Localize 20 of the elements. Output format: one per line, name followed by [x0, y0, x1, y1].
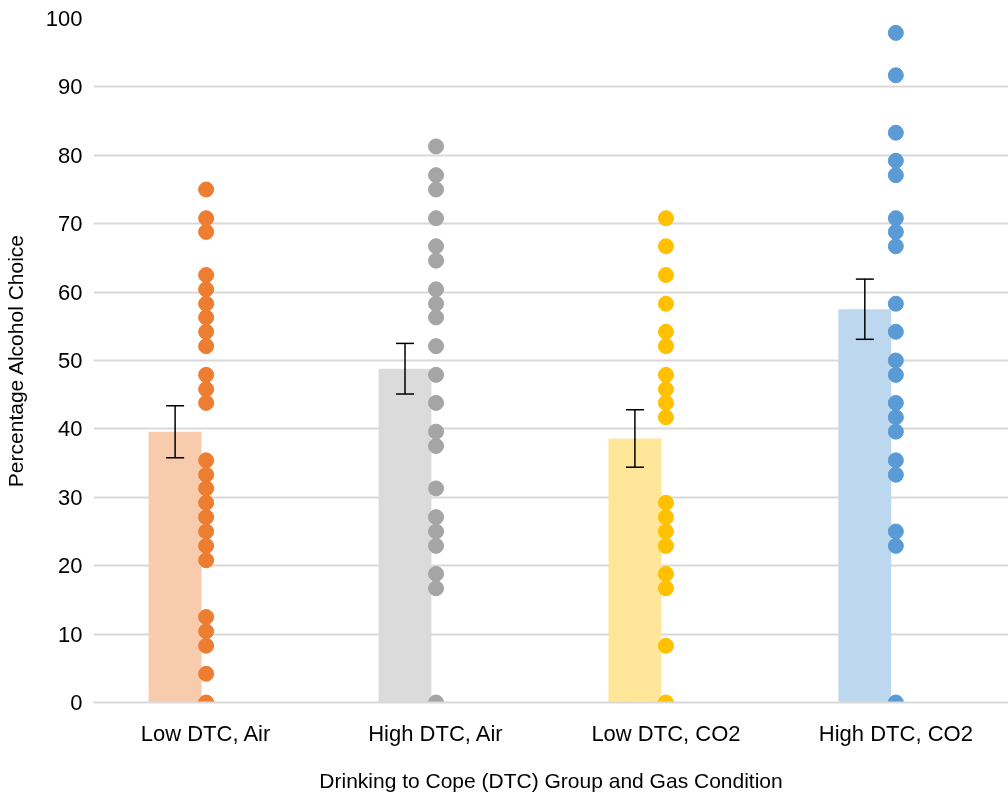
y-tick-label: 20	[58, 553, 83, 579]
bar	[608, 438, 662, 703]
y-tick-label: 80	[58, 142, 83, 168]
y-tick-label: 40	[58, 416, 83, 442]
x-tick-label: High DTC, CO2	[818, 720, 973, 746]
x-tick-label: High DTC, Air	[368, 720, 503, 746]
y-tick-label: 10	[58, 621, 83, 647]
y-tick-label: 30	[58, 484, 83, 510]
y-tick-label: 50	[58, 348, 83, 373]
y-tick-label: 0	[70, 690, 83, 715]
x-tick-label: Low DTC, CO2	[591, 720, 741, 746]
y-axis-title: Percentage Alcohol Choice	[3, 234, 27, 488]
y-tick-label: 90	[58, 74, 83, 100]
y-tick-label: 60	[58, 279, 83, 305]
y-tick-label: 70	[58, 211, 83, 237]
x-axis-title: Drinking to Cope (DTC) Group and Gas Condition	[319, 768, 783, 792]
y-tick-label: 100	[45, 6, 83, 31]
bar	[148, 431, 202, 703]
bar	[838, 309, 892, 703]
x-tick-label: Low DTC, Air	[140, 720, 271, 746]
